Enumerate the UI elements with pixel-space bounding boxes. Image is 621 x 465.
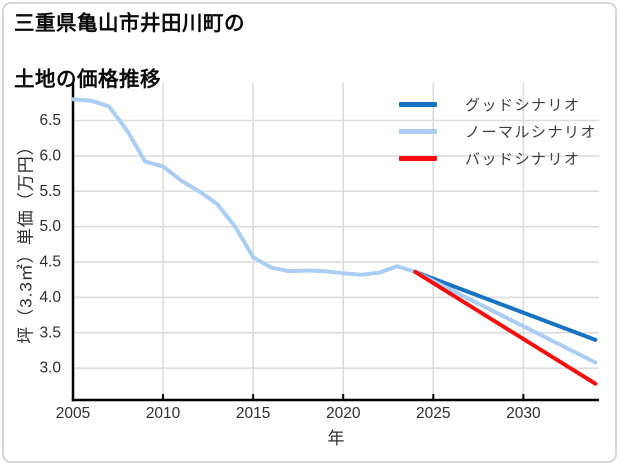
x-tick-label: 2010	[146, 405, 181, 422]
series-line-history	[71, 97, 418, 277]
y-tick-label: 4.5	[39, 254, 61, 271]
y-tick-label: 6.0	[39, 147, 61, 164]
legend-item-label: ノーマルシナリオ	[465, 124, 598, 141]
x-tick-label: 2015	[236, 405, 270, 422]
y-tick-label: 5.0	[39, 218, 61, 235]
series-line-good	[413, 269, 598, 342]
x-tick-label: 2025	[416, 405, 450, 422]
chart-title-line-1: 三重県亀山市井田川町の	[14, 12, 245, 35]
y-tick-label: 3.0	[39, 360, 61, 377]
x-axis-title: 年	[327, 429, 345, 448]
chart-title-line-2: 土地の価格推移	[14, 68, 161, 91]
y-tick-label: 4.0	[39, 289, 61, 306]
x-tick-label: 2030	[506, 405, 541, 422]
legend-item: ノーマルシナリオ	[399, 118, 597, 145]
legend-line-swatch	[399, 156, 437, 161]
legend-item: バッドシナリオ	[399, 145, 597, 172]
legend-line-swatch	[399, 129, 437, 134]
chart-legend: グッドシナリオ ノーマルシナリオ バッドシナリオ	[399, 91, 597, 172]
legend-item: グッドシナリオ	[399, 91, 597, 118]
series-line-normal	[413, 269, 598, 365]
y-tick-label: 5.5	[39, 183, 61, 200]
legend-line-swatch	[399, 102, 437, 107]
x-tick-label: 2020	[326, 405, 361, 422]
y-tick-label: 3.5	[39, 324, 61, 341]
y-axis-title: 坪（3.3㎡）単価（万円）	[16, 137, 36, 344]
x-tick-label: 2005	[56, 405, 90, 422]
chart-title: 三重県亀山市井田川町の 土地の価格推移	[14, 10, 245, 94]
y-tick-label: 6.5	[39, 112, 61, 129]
series-line-bad	[413, 269, 598, 386]
legend-item-label: バッドシナリオ	[465, 151, 581, 168]
legend-item-label: グッドシナリオ	[465, 97, 581, 114]
